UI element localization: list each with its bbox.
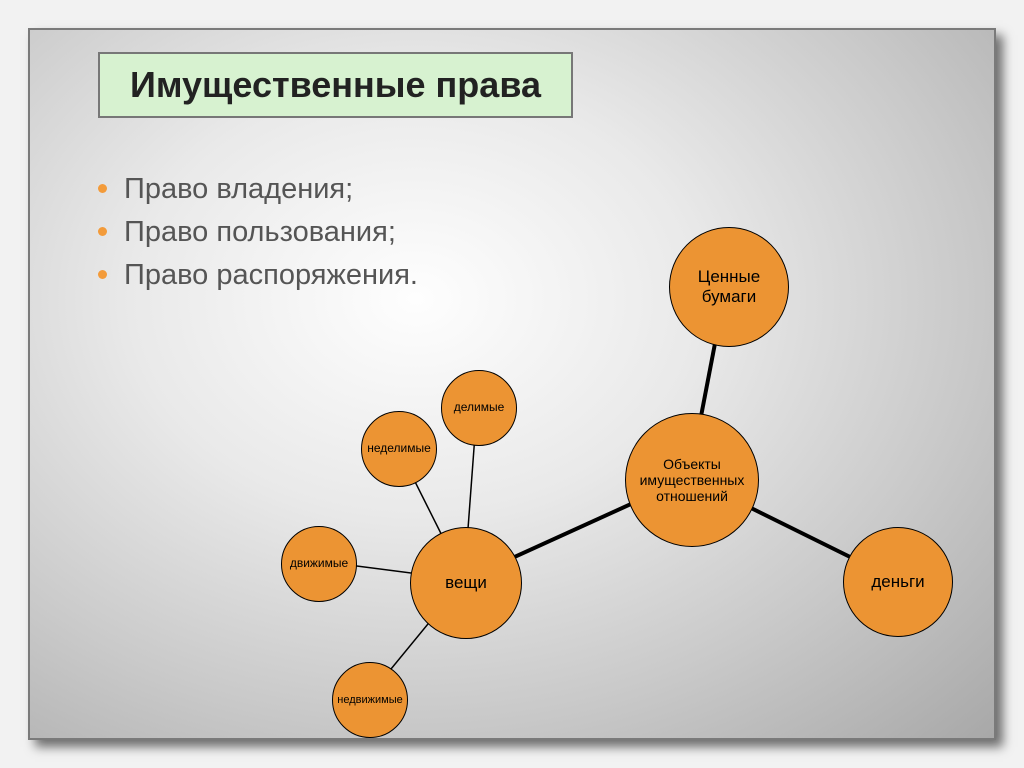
diagram-edge: [464, 477, 689, 579]
diagram-node-things: вещи: [410, 527, 522, 639]
diagram-node-movable: движимые: [281, 526, 357, 602]
diagram-edge: [369, 580, 465, 696]
slide-title: Имущественные права: [98, 52, 573, 118]
diagram-node-immovable: недвижимые: [332, 662, 408, 738]
diagram-node-money: деньги: [843, 527, 953, 637]
bullet-item: Право пользования;: [98, 213, 418, 252]
bullet-item: Право распоряжения.: [98, 256, 418, 295]
slide-frame: Имущественные права Право владения; Прав…: [28, 28, 996, 740]
bubble-diagram: Объекты имущественных отношений Ценные бу…: [30, 30, 994, 738]
bullet-item: Право владения;: [98, 170, 418, 209]
diagram-edge: [464, 406, 477, 580]
diagram-node-objects: Объекты имущественных отношений: [625, 413, 759, 547]
diagram-edge: [689, 477, 894, 578]
diagram-edge: [689, 286, 726, 478]
diagram-node-divisible: делимые: [441, 370, 517, 446]
slide-outer: Имущественные права Право владения; Прав…: [0, 0, 1024, 768]
diagram-edge: [397, 447, 464, 580]
diagram-edge: [318, 561, 464, 580]
diagram-node-indivisible: неделимые: [361, 411, 437, 487]
diagram-node-securities: Ценные бумаги: [669, 227, 789, 347]
bullet-item-text: Право распоряжения.: [124, 259, 418, 291]
diagram-edges: [30, 30, 994, 738]
bullet-list: Право владения; Право пользования; Право…: [98, 170, 418, 299]
